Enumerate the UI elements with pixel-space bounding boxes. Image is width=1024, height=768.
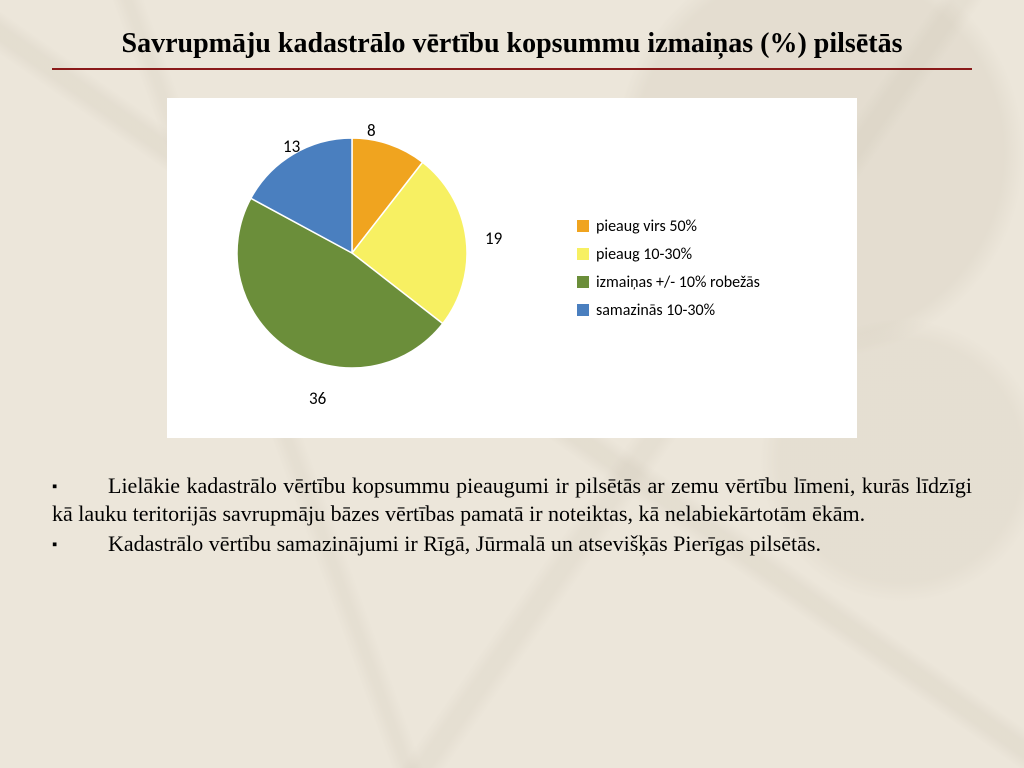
- legend-swatch-icon: [577, 304, 589, 316]
- pie-slice-label: 19: [485, 228, 502, 249]
- legend-label: samazinās 10-30%: [596, 301, 715, 320]
- square-bullet-icon: ▪: [52, 536, 108, 555]
- pie-chart: [237, 138, 467, 368]
- pie-area: 8 19 36 13: [167, 98, 517, 438]
- pie-slice-label: 36: [309, 388, 326, 409]
- pie-slice-label: 8: [367, 120, 376, 141]
- legend-label: pieaug 10-30%: [596, 245, 692, 264]
- pie-chart-card: 8 19 36 13 pieaug virs 50% pieaug 10-30%…: [167, 98, 857, 438]
- pie-slice-label: 13: [283, 136, 300, 157]
- slide: Savrupmāju kadastrālo vērtību kopsummu i…: [0, 0, 1024, 768]
- legend-label: pieaug virs 50%: [596, 217, 697, 236]
- page-title: Savrupmāju kadastrālo vērtību kopsummu i…: [52, 28, 972, 70]
- legend-item: izmaiņas +/- 10% robežās: [577, 273, 760, 292]
- legend-item: pieaug virs 50%: [577, 217, 760, 236]
- legend-swatch-icon: [577, 220, 589, 232]
- legend: pieaug virs 50% pieaug 10-30% izmaiņas +…: [577, 208, 760, 329]
- legend-label: izmaiņas +/- 10% robežās: [596, 273, 760, 292]
- bullet-text: Lielākie kadastrālo vērtību kopsummu pie…: [52, 473, 972, 526]
- legend-item: pieaug 10-30%: [577, 245, 760, 264]
- legend-swatch-icon: [577, 276, 589, 288]
- bullet-item: ▪Lielākie kadastrālo vērtību kopsummu pi…: [52, 472, 972, 528]
- bullet-list: ▪Lielākie kadastrālo vērtību kopsummu pi…: [52, 472, 972, 558]
- legend-swatch-icon: [577, 248, 589, 260]
- square-bullet-icon: ▪: [52, 478, 108, 497]
- legend-item: samazinās 10-30%: [577, 301, 760, 320]
- bullet-item: ▪Kadastrālo vērtību samazinājumi ir Rīgā…: [52, 530, 972, 558]
- bullet-text: Kadastrālo vērtību samazinājumi ir Rīgā,…: [108, 531, 821, 556]
